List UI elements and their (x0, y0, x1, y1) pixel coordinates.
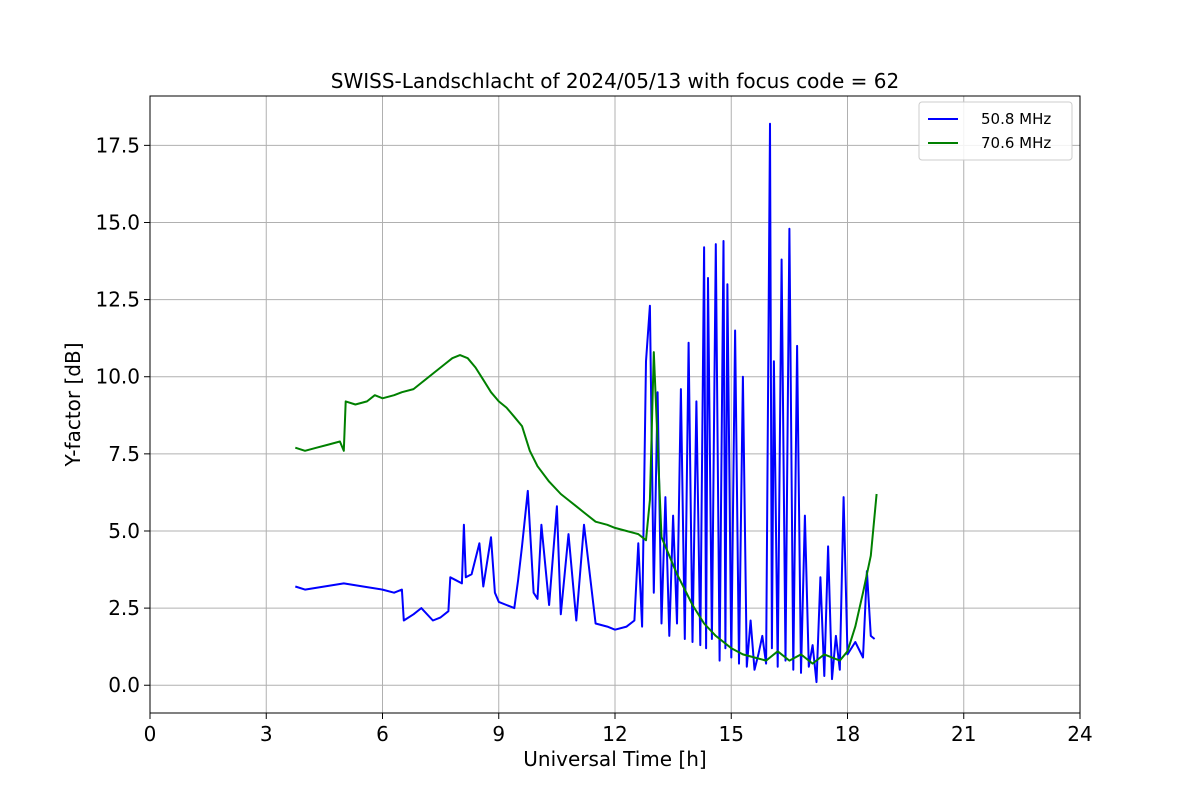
x-tick-label: 12 (602, 722, 627, 746)
x-tick-label: 0 (144, 722, 157, 746)
x-axis-label: Universal Time [h] (523, 747, 706, 771)
y-tick-label: 2.5 (108, 596, 140, 620)
y-tick-label: 10.0 (95, 365, 140, 389)
chart-title: SWISS-Landschlacht of 2024/05/13 with fo… (331, 69, 899, 93)
series-line-2 (294, 351, 878, 665)
series-line-1 (294, 122, 876, 684)
legend: 50.8 MHz 70.6 MHz (918, 101, 1073, 161)
x-tick-label: 6 (376, 722, 389, 746)
x-tick-label: 21 (951, 722, 976, 746)
x-tick-label: 15 (719, 722, 744, 746)
y-tick-label: 5.0 (108, 519, 140, 543)
x-tick-label: 24 (1067, 722, 1092, 746)
x-tick-label: 9 (492, 722, 505, 746)
y-tick-label: 12.5 (95, 288, 140, 312)
x-tick-label: 3 (260, 722, 273, 746)
y-tick-label: 17.5 (95, 133, 140, 157)
legend-label: 70.6 MHz (981, 134, 1051, 152)
y-tick-label: 15.0 (95, 210, 140, 234)
y-tick-label: 0.0 (108, 673, 140, 697)
legend-label: 50.8 MHz (981, 110, 1051, 128)
legend-box (918, 101, 1073, 161)
y-axis-label: Y-factor [dB] (61, 342, 85, 467)
plot-series (294, 122, 878, 684)
axis-ticks: 0 3 6 9 12 15 18 21 24 0.0 2.5 5.0 7.5 10.0 12.5 15.0 17… (95, 133, 1092, 746)
x-tick-label: 18 (835, 722, 860, 746)
y-tick-label: 7.5 (108, 442, 140, 466)
